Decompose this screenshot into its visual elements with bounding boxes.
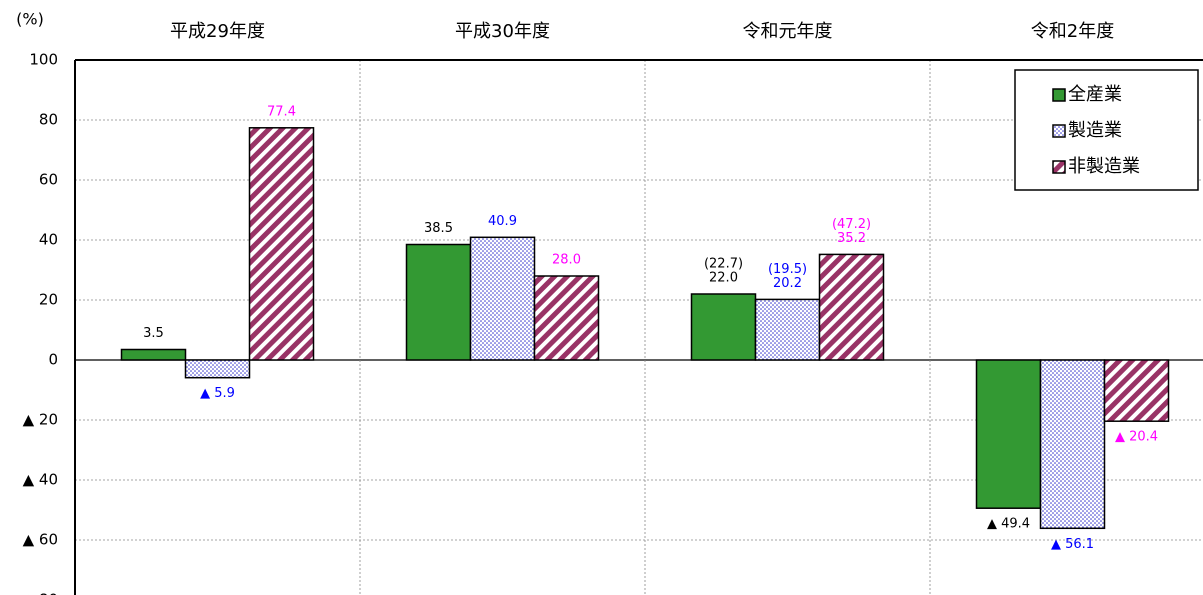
data-label: ▲ 20.4 [1115, 430, 1158, 445]
bar [184, 359, 251, 379]
legend-box [1014, 69, 1199, 191]
bar [1103, 359, 1170, 422]
y-tick-label: 20 [39, 291, 58, 309]
bar [405, 243, 472, 361]
data-label: 77.4 [267, 104, 296, 119]
legend-label: 全産業 [1068, 84, 1122, 105]
data-note: (47.2) [832, 217, 871, 232]
y-tick-label: 40 [39, 231, 58, 249]
data-note: (19.5) [768, 262, 807, 277]
data-label: 40.9 [488, 214, 517, 229]
data-label: 38.5 [424, 221, 453, 236]
bar [533, 275, 600, 361]
data-label: 35.2 [837, 231, 866, 246]
data-label: ▲ 5.9 [200, 386, 235, 401]
y-tick-label: 100 [29, 51, 58, 69]
legend-swatch [1052, 160, 1066, 174]
y-tick-label: ▲ 80 [23, 591, 58, 595]
y-tick-label: 60 [39, 171, 58, 189]
bar [975, 359, 1042, 509]
category-label: 令和元年度 [743, 21, 833, 42]
category-label: 令和2年度 [1031, 21, 1114, 42]
data-label: 22.0 [709, 271, 738, 286]
bar [469, 236, 536, 361]
bar [754, 298, 821, 361]
legend-swatch [1052, 88, 1066, 102]
y-tick-label: ▲ 20 [23, 411, 58, 429]
y-tick-label: 80 [39, 111, 58, 129]
data-label: ▲ 56.1 [1051, 537, 1094, 552]
data-label: ▲ 49.4 [987, 517, 1030, 532]
bar [120, 348, 187, 361]
bar [818, 253, 885, 361]
legend-swatch [1052, 124, 1066, 138]
data-label: 20.2 [773, 276, 802, 291]
y-tick-label: ▲ 60 [23, 531, 58, 549]
data-label: 28.0 [552, 253, 581, 268]
bar [1039, 359, 1106, 530]
y-tick-label: 0 [48, 351, 58, 369]
bar [690, 293, 757, 361]
bar [248, 127, 315, 361]
data-note: (22.7) [704, 257, 743, 272]
legend-label: 非製造業 [1068, 156, 1140, 177]
legend-label: 製造業 [1068, 120, 1122, 141]
data-label: 3.5 [143, 326, 164, 341]
y-tick-label: ▲ 40 [23, 471, 58, 489]
category-label: 平成29年度 [170, 21, 265, 42]
category-label: 平成30年度 [455, 21, 550, 42]
y-unit: (%) [16, 10, 44, 29]
